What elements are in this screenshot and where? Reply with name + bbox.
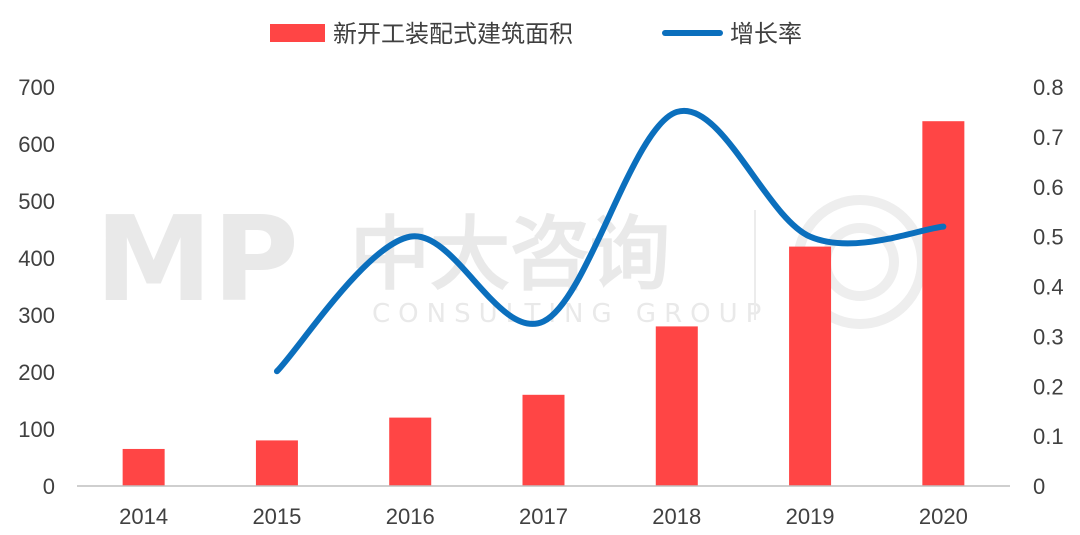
legend-line-label: 增长率 <box>730 20 802 48</box>
x-tick-label: 2016 <box>386 504 435 529</box>
legend-bar-swatch <box>270 24 325 42</box>
right-y-tick-label: 0.4 <box>1033 275 1064 300</box>
bar-series <box>122 121 965 486</box>
growth-rate-series <box>273 107 947 375</box>
left-y-tick-label: 400 <box>18 246 55 271</box>
right-y-axis: 0 0.1 0.2 0.3 0.4 0.5 0.6 0.7 0.8 <box>1033 75 1064 499</box>
right-y-tick-label: 0.5 <box>1033 225 1064 250</box>
right-y-tick-label: 0.7 <box>1033 125 1064 150</box>
watermark-logo: MP <box>95 190 299 328</box>
bar-2015 <box>255 440 298 486</box>
bar-2017 <box>522 394 565 486</box>
legend: 新开工装配式建筑面积 增长率 <box>270 20 802 48</box>
right-y-tick-label: 0.3 <box>1033 324 1064 349</box>
left-y-tick-label: 100 <box>18 417 55 442</box>
left-y-axis: 0 100 200 300 400 500 600 700 <box>18 75 55 499</box>
x-tick-label: 2019 <box>786 504 835 529</box>
x-tick-label: 2017 <box>519 504 568 529</box>
left-y-tick-label: 300 <box>18 303 55 328</box>
left-y-tick-label: 600 <box>18 132 55 157</box>
watermark-sub: CONSULTING GROUP <box>372 299 769 329</box>
right-y-tick-label: 0.6 <box>1033 175 1064 200</box>
left-y-tick-label: 500 <box>18 189 55 214</box>
right-y-tick-label: 0.1 <box>1033 424 1064 449</box>
left-y-tick-label: 700 <box>18 75 55 100</box>
x-tick-label: 2018 <box>652 504 701 529</box>
right-y-tick-label: 0 <box>1033 474 1045 499</box>
right-y-tick-label: 0.8 <box>1033 75 1064 100</box>
watermark-brand: 中大咨询 <box>350 208 670 301</box>
bar-2014 <box>122 448 165 486</box>
left-y-tick-label: 0 <box>43 474 55 499</box>
x-tick-label: 2014 <box>119 504 168 529</box>
bar-2019 <box>789 246 832 486</box>
right-y-tick-label: 0.2 <box>1033 374 1064 399</box>
left-y-tick-label: 200 <box>18 360 55 385</box>
growth-rate-line <box>273 107 947 375</box>
bar-2020 <box>922 121 965 486</box>
x-tick-label: 2015 <box>252 504 301 529</box>
bar-2016 <box>389 417 432 486</box>
x-tick-label: 2020 <box>919 504 968 529</box>
bar-2018 <box>655 326 698 486</box>
x-axis: 2014 2015 2016 2017 2018 2019 2020 <box>119 504 968 529</box>
legend-bar-label: 新开工装配式建筑面积 <box>333 20 573 48</box>
